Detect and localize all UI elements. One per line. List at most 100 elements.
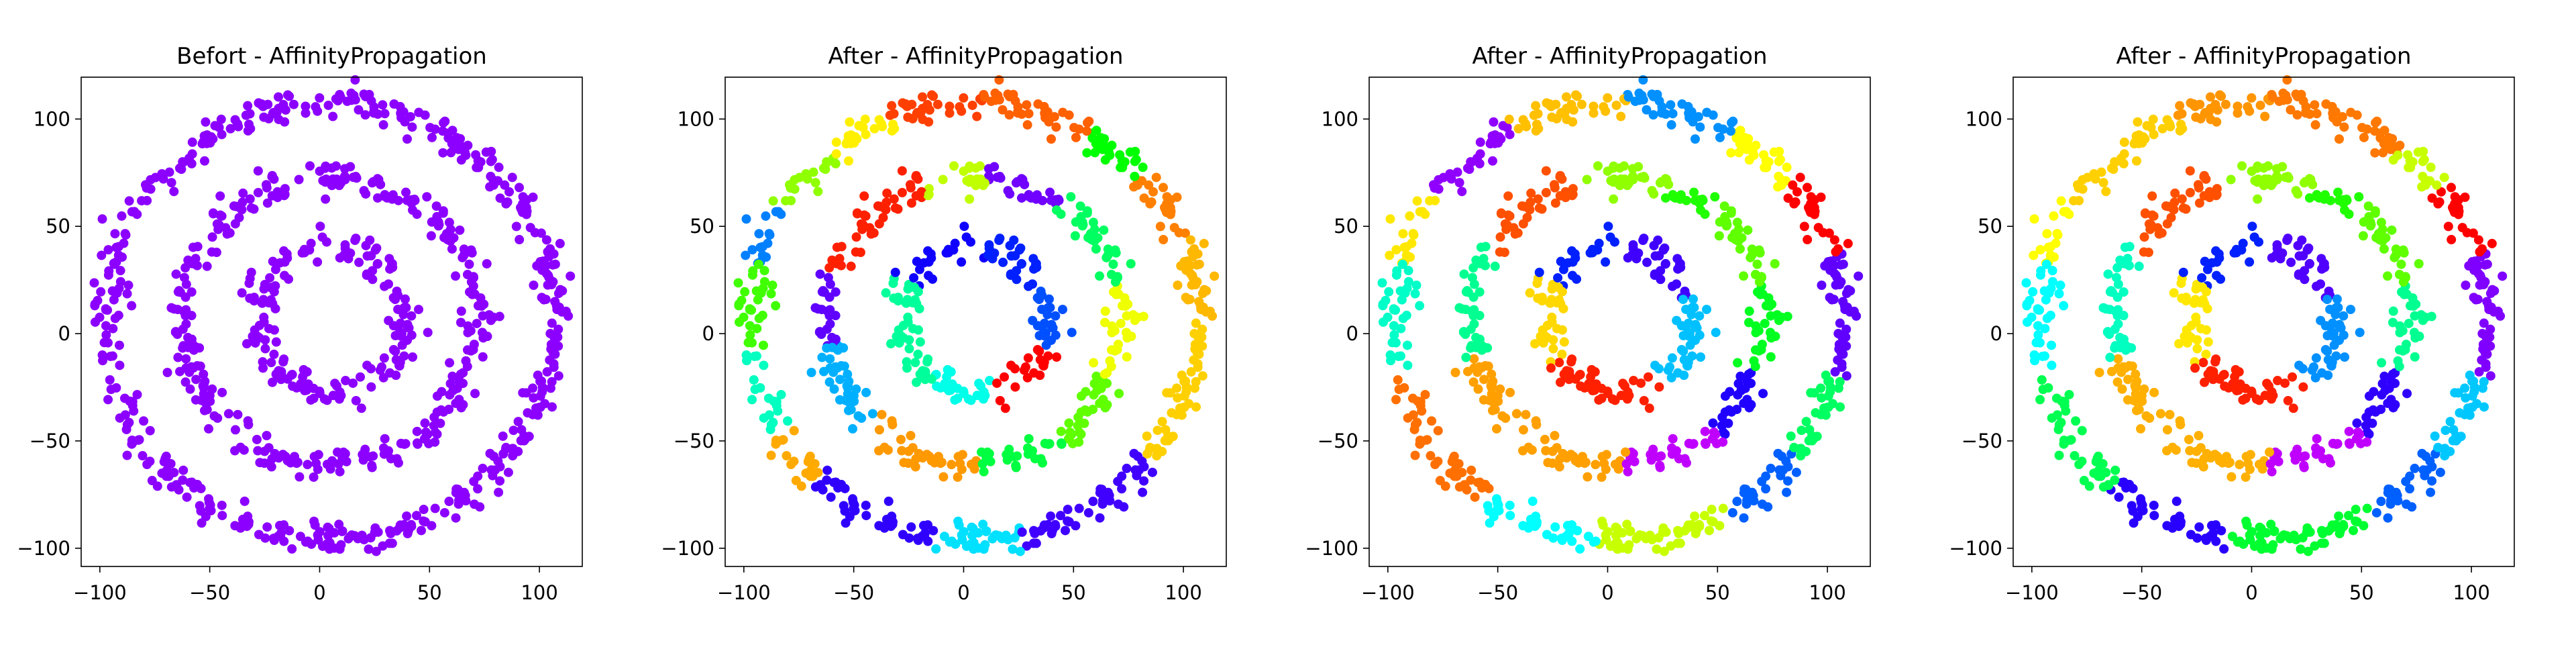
data-point xyxy=(2414,258,2424,268)
data-point xyxy=(957,535,967,545)
data-point xyxy=(893,204,903,214)
data-point xyxy=(924,105,934,115)
data-point xyxy=(404,323,414,333)
data-point xyxy=(1407,238,1417,248)
data-point xyxy=(904,533,914,543)
data-point xyxy=(97,350,107,360)
data-point xyxy=(311,102,321,112)
data-point xyxy=(1616,391,1626,401)
data-point xyxy=(1628,244,1638,254)
data-point xyxy=(1489,117,1499,127)
data-point xyxy=(1055,511,1065,521)
data-point xyxy=(1556,256,1566,266)
data-point xyxy=(2113,279,2123,289)
data-point xyxy=(2056,417,2066,428)
data-point xyxy=(869,123,879,134)
data-point xyxy=(1449,451,1459,461)
data-point xyxy=(2296,89,2306,99)
data-point xyxy=(444,217,454,228)
data-point xyxy=(2201,325,2211,335)
data-point xyxy=(467,248,477,258)
data-point xyxy=(1479,395,1489,405)
data-point xyxy=(754,229,764,239)
data-point xyxy=(2132,397,2142,407)
data-point xyxy=(749,375,759,385)
data-point xyxy=(202,405,212,415)
data-point xyxy=(274,114,284,124)
data-point xyxy=(2199,170,2209,181)
data-point xyxy=(208,209,218,219)
data-point xyxy=(2311,353,2321,363)
data-point xyxy=(1568,105,1578,115)
data-point xyxy=(407,330,417,340)
x-tick-label: 100 xyxy=(521,581,557,604)
data-point xyxy=(848,497,858,507)
data-point xyxy=(1454,178,1464,188)
data-point xyxy=(2149,130,2159,140)
data-point xyxy=(2283,395,2293,405)
data-point xyxy=(1151,172,1161,183)
data-point xyxy=(99,338,109,348)
data-point xyxy=(916,107,926,117)
data-point xyxy=(309,452,319,462)
data-point xyxy=(777,435,788,445)
data-point xyxy=(808,167,818,177)
data-point xyxy=(1399,383,1409,393)
data-point xyxy=(883,496,894,506)
data-point xyxy=(2031,338,2041,348)
data-point xyxy=(246,267,256,277)
data-point xyxy=(444,404,454,414)
data-point xyxy=(2485,289,2496,299)
data-point xyxy=(2037,351,2047,361)
data-point xyxy=(2363,201,2373,211)
data-point xyxy=(897,187,907,197)
data-point xyxy=(2202,448,2212,458)
x-tick-label: 100 xyxy=(2453,581,2489,604)
data-point xyxy=(2404,318,2414,328)
data-point xyxy=(1064,517,1074,527)
data-point xyxy=(1660,243,1670,253)
data-point xyxy=(2234,367,2244,377)
data-point xyxy=(2304,258,2314,268)
data-point xyxy=(478,352,488,362)
data-point xyxy=(1541,446,1551,456)
data-point xyxy=(2334,511,2344,521)
data-point xyxy=(919,258,929,268)
data-point xyxy=(1786,431,1796,441)
data-point xyxy=(923,246,933,256)
data-point xyxy=(2263,175,2273,185)
data-point xyxy=(1051,122,1061,132)
data-point xyxy=(181,279,191,289)
data-point xyxy=(1660,193,1670,203)
data-point xyxy=(2390,252,2400,262)
data-point xyxy=(1107,328,1117,338)
data-point xyxy=(1735,126,1746,136)
data-point xyxy=(848,424,858,434)
data-point xyxy=(470,289,480,299)
data-point xyxy=(1023,353,1033,363)
data-point xyxy=(1496,209,1506,219)
data-point xyxy=(961,232,971,242)
data-point xyxy=(195,343,205,353)
data-point xyxy=(2340,352,2350,362)
data-point xyxy=(1688,117,1698,127)
data-point xyxy=(939,532,949,542)
data-point xyxy=(753,259,763,269)
data-point xyxy=(1732,497,1742,507)
scatter-points xyxy=(89,75,576,556)
data-point xyxy=(1542,98,1552,108)
data-point xyxy=(1402,283,1412,293)
data-point xyxy=(853,411,863,421)
data-point xyxy=(1594,238,1604,248)
data-point xyxy=(790,184,800,194)
data-point xyxy=(1045,303,1055,313)
data-point xyxy=(2388,306,2398,316)
data-point xyxy=(385,368,395,378)
data-point xyxy=(2049,211,2059,221)
data-point xyxy=(2434,197,2445,207)
data-point xyxy=(2293,240,2303,250)
data-point xyxy=(2282,95,2292,105)
data-point xyxy=(897,446,907,456)
data-point xyxy=(1494,505,1504,515)
data-point xyxy=(1687,439,1697,449)
